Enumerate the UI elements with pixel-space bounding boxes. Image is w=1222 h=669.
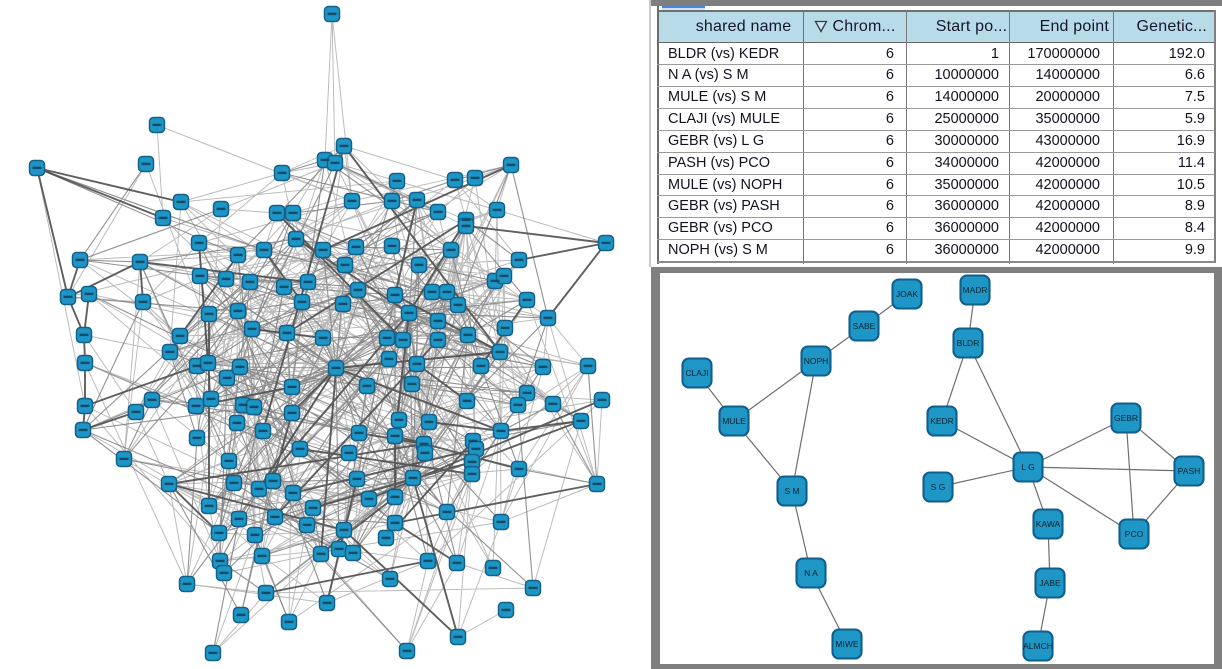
svg-text:ALMCH: ALMCH bbox=[1023, 641, 1053, 651]
svg-text:KEDR: KEDR bbox=[930, 416, 954, 426]
svg-text:GEBR: GEBR bbox=[1114, 413, 1138, 423]
svg-text:MIWE: MIWE bbox=[835, 639, 858, 649]
svg-text:PCO: PCO bbox=[1125, 529, 1144, 539]
svg-text:MULE: MULE bbox=[722, 416, 746, 426]
svg-text:PASH: PASH bbox=[1178, 466, 1201, 476]
svg-text:MADR: MADR bbox=[962, 285, 987, 295]
svg-text:JOAK: JOAK bbox=[896, 289, 919, 299]
svg-text:KAWA: KAWA bbox=[1036, 519, 1061, 529]
svg-text:SABE: SABE bbox=[853, 321, 876, 331]
svg-text:JABE: JABE bbox=[1039, 578, 1061, 588]
svg-text:L G: L G bbox=[1021, 462, 1034, 472]
svg-text:CLAJI: CLAJI bbox=[685, 368, 708, 378]
svg-text:S M: S M bbox=[784, 486, 799, 496]
svg-text:N A: N A bbox=[804, 568, 818, 578]
svg-text:S G: S G bbox=[931, 482, 946, 492]
svg-text:NOPH: NOPH bbox=[804, 356, 829, 366]
svg-text:BLDR: BLDR bbox=[957, 338, 980, 348]
